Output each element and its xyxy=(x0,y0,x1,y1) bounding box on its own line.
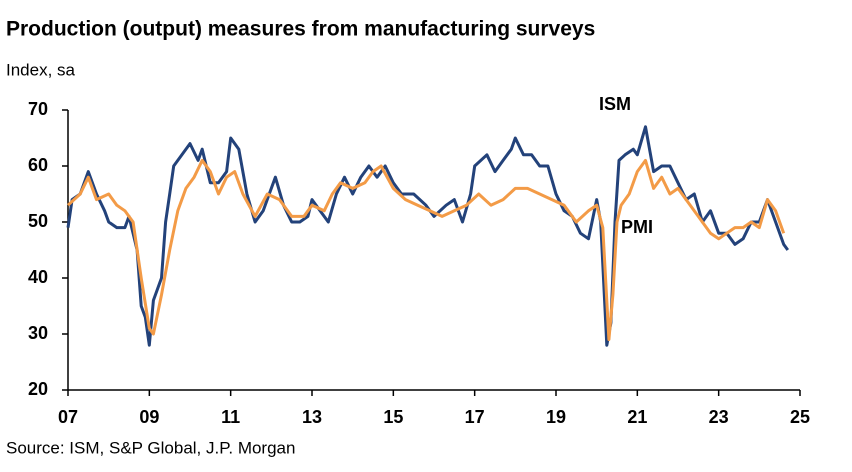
x-tick-label: 07 xyxy=(58,407,78,427)
y-tick-label: 70 xyxy=(28,99,48,119)
x-tick-label: 23 xyxy=(709,407,729,427)
x-tick-label: 09 xyxy=(139,407,159,427)
x-tick-label: 21 xyxy=(627,407,647,427)
x-tick-label: 17 xyxy=(465,407,485,427)
x-tick-label: 15 xyxy=(383,407,403,427)
x-tick-label: 11 xyxy=(221,407,240,427)
y-tick-label: 20 xyxy=(28,379,48,399)
y-tick-label: 30 xyxy=(28,323,48,343)
series-line xyxy=(66,158,786,342)
y-tick-label: 40 xyxy=(28,267,48,287)
source: Source: ISM, S&P Global, J.P. Morgan xyxy=(6,438,295,457)
x-tick-label: 13 xyxy=(302,407,322,427)
y-tick-label: 50 xyxy=(28,211,48,231)
chart-title: Production (output) measures from manufa… xyxy=(6,18,595,41)
subtitle: Index, sa xyxy=(6,60,76,79)
series-line xyxy=(66,125,790,347)
series-label: PMI xyxy=(621,217,653,237)
y-tick-label: 60 xyxy=(28,155,48,175)
x-tick-label: 19 xyxy=(546,407,566,427)
x-tick-label: 25 xyxy=(790,407,810,427)
series-label: ISM xyxy=(599,94,631,114)
